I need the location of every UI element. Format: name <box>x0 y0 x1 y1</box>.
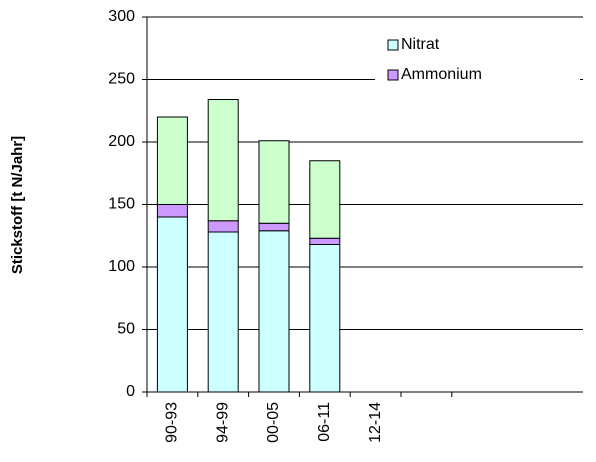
bar-segment <box>156 216 188 393</box>
y-axis-label: Stickstoff [t N/Jahr] <box>9 136 26 274</box>
bar-segment <box>309 237 341 245</box>
y-tick-label: 150 <box>108 196 135 213</box>
bar-segment <box>207 231 239 393</box>
bar-segment <box>258 140 290 224</box>
y-tick-label: 50 <box>117 321 135 338</box>
bar-segment <box>258 230 290 393</box>
legend-swatch <box>387 69 399 81</box>
legend-swatch <box>387 39 399 51</box>
bar-segment <box>309 160 341 239</box>
legend-box <box>375 30 580 92</box>
bar-segment <box>207 220 239 233</box>
x-tick-label: 12-14 <box>367 402 384 443</box>
y-tick-label: 300 <box>108 8 135 25</box>
bar-segment <box>156 116 188 205</box>
bar-segment <box>156 204 188 218</box>
legend-label: Ammonium <box>401 66 482 83</box>
x-tick-label: 94-99 <box>214 402 231 443</box>
bar-segment <box>258 222 290 232</box>
y-tick-label: 200 <box>108 133 135 150</box>
bar-segment <box>309 244 341 393</box>
y-tick-label: 100 <box>108 258 135 275</box>
x-tick-label: 90-93 <box>164 402 181 443</box>
y-tick-label: 250 <box>108 71 135 88</box>
y-tick-label: 0 <box>126 383 135 400</box>
x-tick-label: 06-11 <box>316 402 333 442</box>
x-tick-label: 00-05 <box>265 402 282 443</box>
legend-label: Nitrat <box>401 36 440 53</box>
bar-segment <box>207 99 239 222</box>
